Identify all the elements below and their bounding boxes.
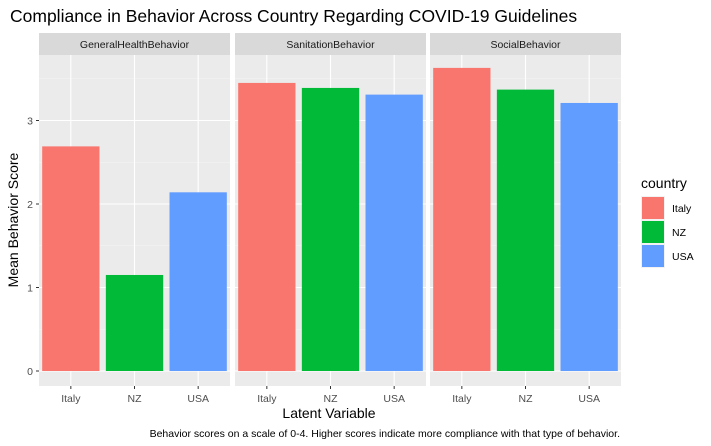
bar-nz <box>105 274 164 371</box>
x-tick-label: Italy <box>257 393 277 405</box>
y-tick-label: 2 <box>27 199 33 211</box>
legend-swatch-usa <box>642 245 664 267</box>
bar-italy <box>238 82 296 372</box>
y-axis: 0 1 2 3 <box>27 116 39 378</box>
legend-swatch-nz <box>642 221 664 243</box>
x-tick-label: Italy <box>452 393 472 405</box>
facet-strip-label: SanitationBehavior <box>286 39 375 51</box>
bar-usa <box>560 102 618 371</box>
y-axis-title: Mean Behavior Score <box>5 152 21 287</box>
chart-caption: Behavior scores on a scale of 0-4. Highe… <box>150 428 620 440</box>
x-tick-label: USA <box>578 393 600 405</box>
legend-label-italy: Italy <box>672 203 692 215</box>
x-tick-label: USA <box>187 393 209 405</box>
facet-strip <box>430 33 621 55</box>
facet-panel: SanitationBehavior Italy NZ USA <box>235 33 426 405</box>
x-tick-label: Italy <box>61 393 81 405</box>
x-tick-label: NZ <box>324 393 339 405</box>
facet-strip <box>235 33 426 55</box>
legend-title: country <box>641 175 687 191</box>
y-tick-label: 3 <box>27 116 33 128</box>
y-tick-label: 1 <box>27 283 33 295</box>
facet-strip-label: SocialBehavior <box>490 39 561 51</box>
x-tick-label: USA <box>383 393 405 405</box>
x-tick-label: NZ <box>519 393 534 405</box>
bar-usa <box>169 192 227 371</box>
legend: country Italy NZ USA <box>641 175 694 268</box>
legend-swatch-italy <box>642 197 664 219</box>
x-axis-title: Latent Variable <box>282 405 375 421</box>
facet-strip-label: GeneralHealthBehavior <box>80 39 190 51</box>
legend-label-nz: NZ <box>672 227 687 239</box>
bar-nz <box>301 87 360 371</box>
bar-italy <box>433 67 491 372</box>
chart-title: Compliance in Behavior Across Country Re… <box>10 6 577 26</box>
facet-panel: GeneralHealthBehavior Italy NZ USA <box>39 33 230 405</box>
facet-panel: SocialBehavior Italy NZ USA <box>430 33 621 405</box>
bar-usa <box>365 94 423 372</box>
legend-label-usa: USA <box>672 251 694 263</box>
x-tick-label: NZ <box>128 393 143 405</box>
bar-nz <box>496 89 555 371</box>
bar-italy <box>42 146 100 371</box>
facet-strip <box>39 33 230 55</box>
y-tick-label: 0 <box>27 366 33 378</box>
